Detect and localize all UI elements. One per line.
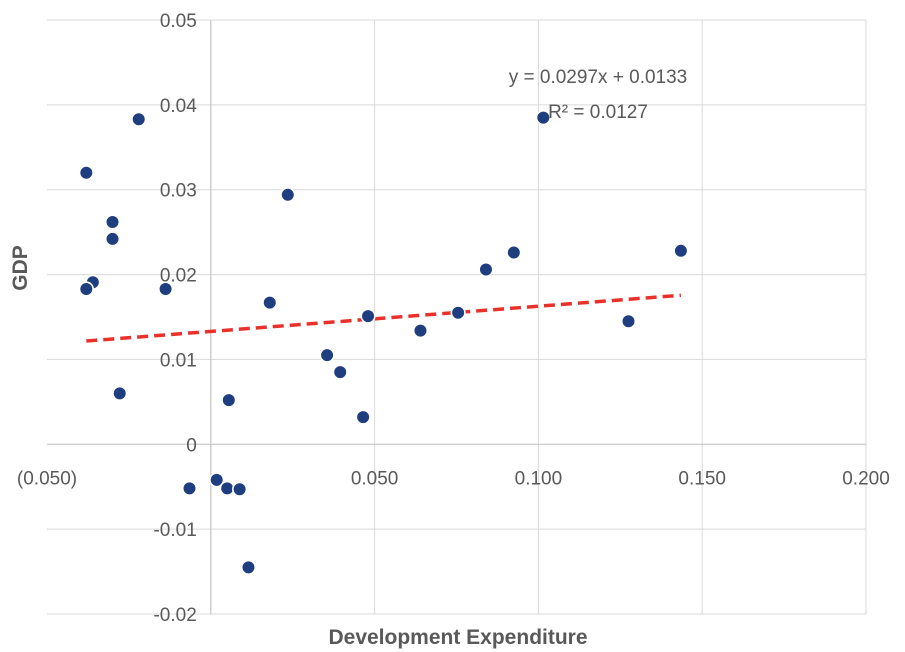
data-point-5 <box>78 281 94 297</box>
y-tick-label-3: 0.02 <box>160 266 197 287</box>
trendline <box>86 293 682 343</box>
data-point-13 <box>355 409 371 425</box>
x-tick-label-0: (0.050) <box>17 468 77 489</box>
data-point-6 <box>157 281 174 297</box>
y-tick-label-5: 0 <box>186 435 197 456</box>
data-point-12 <box>360 308 376 324</box>
data-point-24 <box>535 109 551 126</box>
data-point-8 <box>262 294 278 311</box>
data-point-3 <box>104 231 121 247</box>
y-tick-label-4: 0.01 <box>160 350 197 371</box>
x-tick-label-1: 0.050 <box>351 468 399 489</box>
data-point-19 <box>240 559 257 575</box>
x-tick-label-4: 0.200 <box>842 468 890 489</box>
data-point-7 <box>112 385 128 401</box>
data-point-2 <box>104 214 121 230</box>
grid <box>47 19 867 615</box>
data-points <box>78 109 689 575</box>
data-point-0 <box>78 165 94 181</box>
data-point-10 <box>319 347 335 363</box>
x-tick-label-2: 0.100 <box>515 468 563 489</box>
y-tick-label-0: 0.05 <box>160 11 197 32</box>
trendline-group <box>86 293 682 343</box>
data-point-25 <box>620 313 637 329</box>
data-point-14 <box>221 392 237 408</box>
y-axis-title: GDP <box>9 245 32 291</box>
data-point-18 <box>232 481 248 497</box>
y-tick-label-7: -0.02 <box>153 605 196 626</box>
y-tick-label-1: 0.04 <box>160 96 197 117</box>
y-tick-label-6: -0.01 <box>153 520 196 541</box>
data-point-15 <box>181 480 198 497</box>
data-point-20 <box>412 322 429 339</box>
trendline-equation: y = 0.0297x + 0.0133 <box>509 67 688 88</box>
y-tick-label-2: 0.03 <box>160 181 197 202</box>
data-point-9 <box>280 187 296 203</box>
data-point-21 <box>450 305 466 321</box>
data-point-11 <box>332 364 348 380</box>
tick-labels: 0.05 0.04 0.03 0.02 0.01 0 -0.01 -0.02 (0.050) 0.… <box>17 11 890 626</box>
data-point-23 <box>506 244 522 261</box>
data-point-17 <box>219 480 235 497</box>
x-axis-title: Development Expenditure <box>328 626 587 649</box>
data-point-16 <box>209 472 225 488</box>
r-squared-label: R² = 0.0127 <box>548 102 648 123</box>
axes <box>47 20 866 614</box>
data-point-26 <box>673 243 689 259</box>
x-tick-label-3: 0.150 <box>678 468 726 489</box>
data-point-1 <box>131 111 147 127</box>
data-point-22 <box>478 261 494 278</box>
